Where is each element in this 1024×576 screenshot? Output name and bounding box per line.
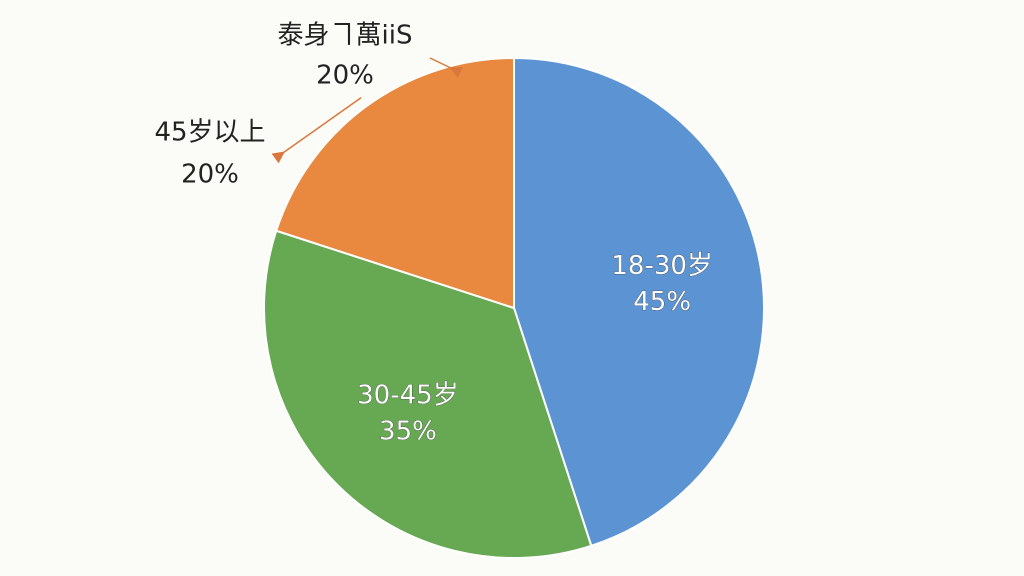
annotation-value: 20%	[316, 61, 374, 91]
slice-value: 20%	[181, 160, 239, 190]
pie-slice	[274, 56, 515, 310]
leader-line	[429, 57, 464, 79]
slice-label: 18-30岁	[611, 251, 713, 281]
slice-value: 45%	[633, 287, 691, 317]
slice-label: 30-45岁	[357, 381, 459, 411]
slice-label: 45岁以上	[154, 118, 265, 148]
slice-value: 35%	[379, 417, 437, 447]
pie-slice	[263, 229, 593, 559]
annotation-text: 泰身ヿ萬iiS	[278, 21, 413, 51]
leader-line	[271, 97, 362, 164]
pie-slice	[513, 56, 765, 548]
